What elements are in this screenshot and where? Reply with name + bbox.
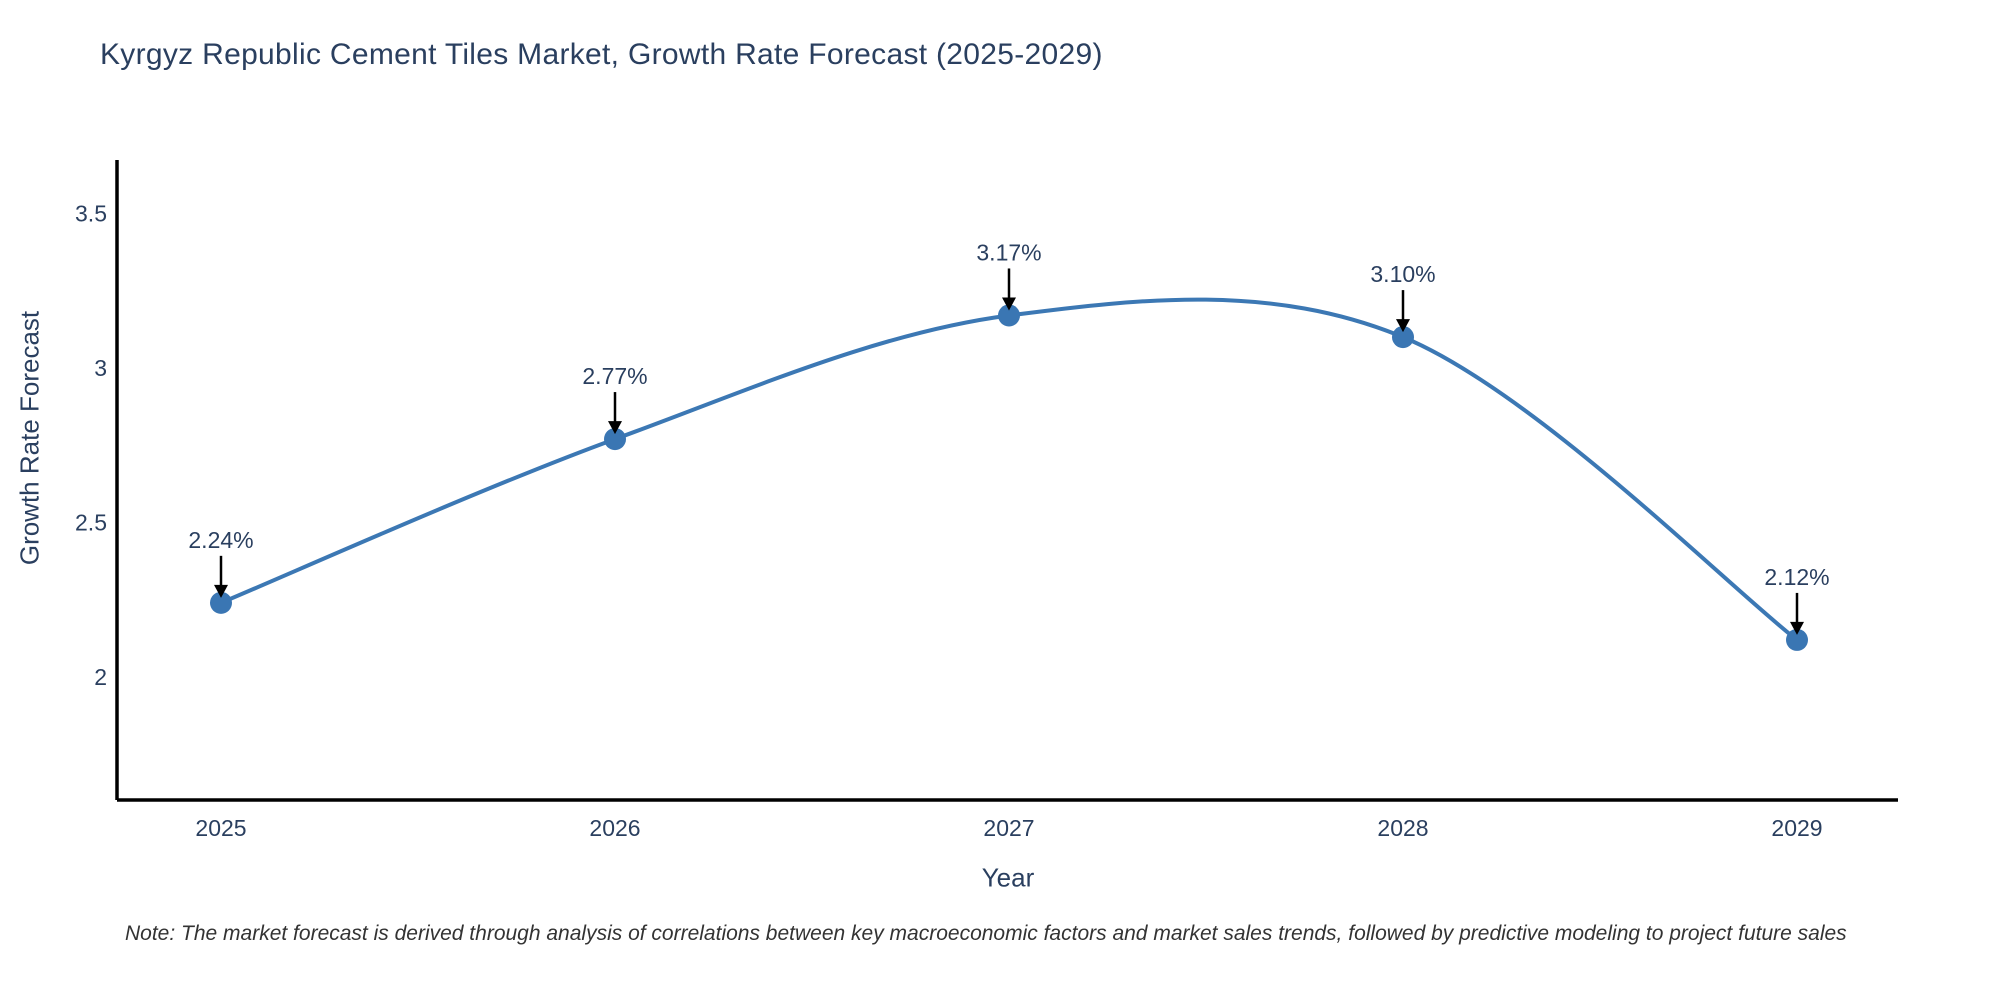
chart-title: Kyrgyz Republic Cement Tiles Market, Gro…: [100, 38, 1103, 71]
annotation-arrow-head: [1002, 297, 1016, 311]
data-point-marker: [1392, 326, 1414, 349]
y-tick-label: 3.5: [75, 201, 107, 227]
y-tick-label: 2: [94, 664, 107, 690]
annotation-arrow-head: [1396, 319, 1410, 333]
data-point-marker: [210, 591, 232, 614]
data-point-marker: [604, 428, 626, 451]
annotation-arrow-head: [214, 584, 228, 598]
annotation-arrow-head: [608, 421, 622, 435]
y-axis-title: Growth Rate Forecast: [14, 310, 45, 566]
y-tick-label: 3: [94, 355, 107, 381]
x-axis-title: Year: [981, 862, 1035, 893]
data-point-label: 2.24%: [188, 527, 253, 553]
data-point-marker: [998, 304, 1020, 327]
x-tick-label: 2029: [1771, 815, 1822, 841]
data-point-label: 2.77%: [582, 363, 647, 389]
x-tick-label: 2028: [1377, 815, 1428, 841]
data-point-marker: [1786, 628, 1808, 651]
footnote: Note: The market forecast is derived thr…: [125, 922, 1847, 945]
x-tick-label: 2026: [589, 815, 640, 841]
y-tick-label: 2.5: [75, 510, 107, 536]
x-tick-label: 2027: [983, 815, 1034, 841]
data-point-label: 2.12%: [1764, 564, 1829, 590]
data-point-label: 3.17%: [976, 239, 1041, 265]
data-point-label: 3.10%: [1370, 261, 1435, 287]
x-tick-label: 2025: [195, 815, 246, 841]
annotation-arrow-head: [1790, 621, 1804, 635]
forecast-line: [220, 297, 1799, 642]
